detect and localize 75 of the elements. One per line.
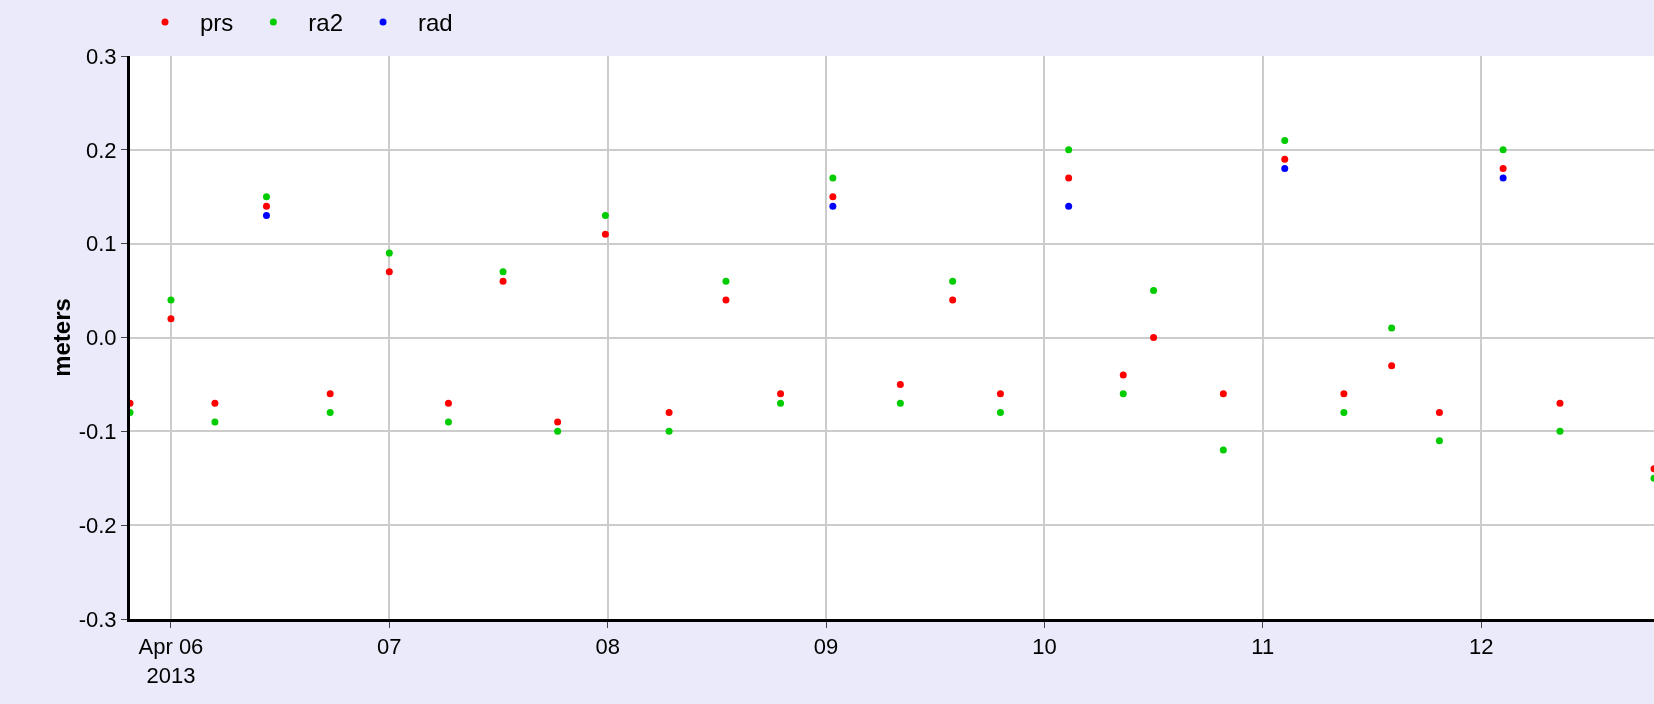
x-tick-label: Apr 06 2013 bbox=[138, 634, 204, 688]
x-tick-label: 10 bbox=[1032, 634, 1057, 660]
point bbox=[1281, 165, 1289, 173]
point bbox=[1281, 155, 1289, 163]
point bbox=[1499, 165, 1507, 173]
point bbox=[665, 427, 673, 435]
point bbox=[554, 427, 562, 435]
point bbox=[601, 212, 609, 220]
y-tick-label: 0.2 bbox=[86, 137, 117, 163]
point bbox=[326, 390, 334, 398]
point bbox=[1219, 390, 1227, 398]
legend-label: rad bbox=[418, 9, 453, 37]
point bbox=[1065, 202, 1073, 210]
point bbox=[1065, 174, 1073, 182]
point bbox=[385, 249, 393, 257]
point bbox=[1065, 146, 1073, 154]
point bbox=[262, 202, 270, 210]
point bbox=[262, 193, 270, 201]
point bbox=[1499, 146, 1507, 154]
point bbox=[896, 380, 904, 388]
point bbox=[665, 409, 673, 417]
point bbox=[722, 296, 730, 304]
point bbox=[896, 399, 904, 407]
point bbox=[444, 399, 452, 407]
point bbox=[211, 399, 219, 407]
point bbox=[1150, 334, 1158, 341]
y-axis-title: meters bbox=[48, 298, 75, 377]
point bbox=[499, 277, 507, 285]
y-tick-label: -0.3 bbox=[78, 606, 117, 632]
point bbox=[1119, 371, 1127, 379]
point bbox=[1340, 390, 1348, 398]
point bbox=[499, 268, 507, 276]
point bbox=[444, 418, 452, 426]
point bbox=[996, 390, 1004, 398]
y-tick-label: -0.2 bbox=[78, 512, 117, 538]
point bbox=[829, 193, 837, 201]
point bbox=[1556, 399, 1564, 407]
y-tick-label: -0.1 bbox=[78, 419, 117, 445]
point bbox=[722, 277, 730, 285]
point bbox=[829, 202, 837, 210]
y-tick-label: 0.3 bbox=[86, 43, 117, 69]
point bbox=[1219, 446, 1227, 454]
y-tick-label: 0.0 bbox=[86, 325, 117, 351]
point bbox=[262, 212, 270, 220]
point bbox=[777, 390, 785, 398]
legend-label: ra2 bbox=[308, 9, 344, 37]
point bbox=[996, 409, 1004, 417]
point bbox=[167, 315, 175, 323]
point bbox=[1499, 174, 1507, 182]
legend-label: prs bbox=[200, 9, 234, 37]
point bbox=[326, 409, 334, 417]
point bbox=[211, 418, 219, 426]
x-tick-label: 07 bbox=[377, 634, 402, 660]
point bbox=[385, 268, 393, 276]
point bbox=[1435, 409, 1443, 417]
x-tick-label: 12 bbox=[1468, 634, 1494, 660]
point bbox=[167, 296, 175, 304]
point bbox=[1150, 287, 1158, 295]
point bbox=[777, 399, 785, 407]
point bbox=[1388, 362, 1396, 370]
point bbox=[1119, 390, 1127, 398]
x-tick-label: 11 bbox=[1251, 634, 1275, 660]
point bbox=[949, 296, 957, 304]
x-tick-label: 08 bbox=[595, 634, 620, 660]
point bbox=[1435, 437, 1443, 445]
point bbox=[1388, 324, 1396, 332]
point bbox=[554, 418, 562, 426]
point bbox=[829, 174, 837, 182]
point bbox=[949, 277, 957, 285]
point bbox=[1340, 409, 1348, 417]
x-tick-label: 09 bbox=[813, 634, 839, 660]
point bbox=[1556, 427, 1564, 435]
y-tick-label: 0.1 bbox=[86, 231, 117, 257]
point bbox=[1281, 136, 1289, 144]
point bbox=[601, 230, 609, 238]
